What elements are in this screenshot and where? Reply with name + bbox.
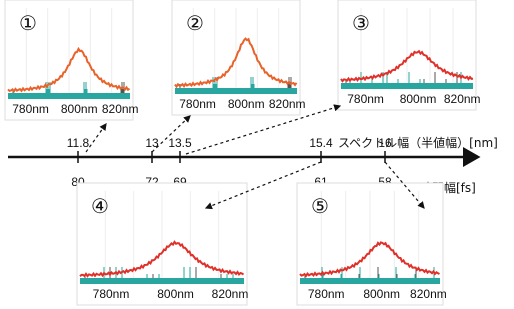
inset-label: ⑤ <box>311 194 329 218</box>
wavelength-label: 780nm <box>179 97 216 111</box>
wavelength-label: 780nm <box>308 287 345 301</box>
wavelength-label: 800nm <box>400 92 437 106</box>
baseline-band <box>8 93 130 99</box>
inset-label: ③ <box>352 11 370 35</box>
wavelength-label: 820nm <box>410 287 447 301</box>
inset-label: ① <box>19 11 37 35</box>
wavelength-label: 780nm <box>12 102 49 116</box>
wavelength-label: 780nm <box>347 92 384 106</box>
wavelength-label: 820nm <box>269 97 306 111</box>
spectral-width-label: 15.4 <box>309 136 333 150</box>
spectral-width-label: 11.8 <box>67 136 90 150</box>
wavelength-label: 780nm <box>93 287 130 301</box>
inset-label: ④ <box>91 194 109 218</box>
baseline-band <box>341 83 473 89</box>
spectral-title: スペクトル幅（半値幅）[nm] <box>338 135 498 150</box>
diagram: スペクトル幅（半値幅）[nm] 時間幅[fs] 11.880137213.569… <box>0 0 514 309</box>
wavelength-label: 800nm <box>157 287 194 301</box>
baseline-band <box>300 278 440 284</box>
wavelength-label: 800nm <box>228 97 265 111</box>
baseline-band <box>175 88 297 94</box>
baseline-band <box>80 278 244 284</box>
wavelength-label: 820nm <box>212 287 249 301</box>
wavelength-label: 800nm <box>61 102 98 116</box>
spectral-width-label: 16 <box>378 136 392 150</box>
wavelength-label: 800nm <box>363 287 400 301</box>
wavelength-label: 820nm <box>102 102 139 116</box>
spectral-width-label: 13.5 <box>168 136 192 150</box>
wavelength-label: 820nm <box>444 92 481 106</box>
inset-label: ② <box>186 11 204 35</box>
